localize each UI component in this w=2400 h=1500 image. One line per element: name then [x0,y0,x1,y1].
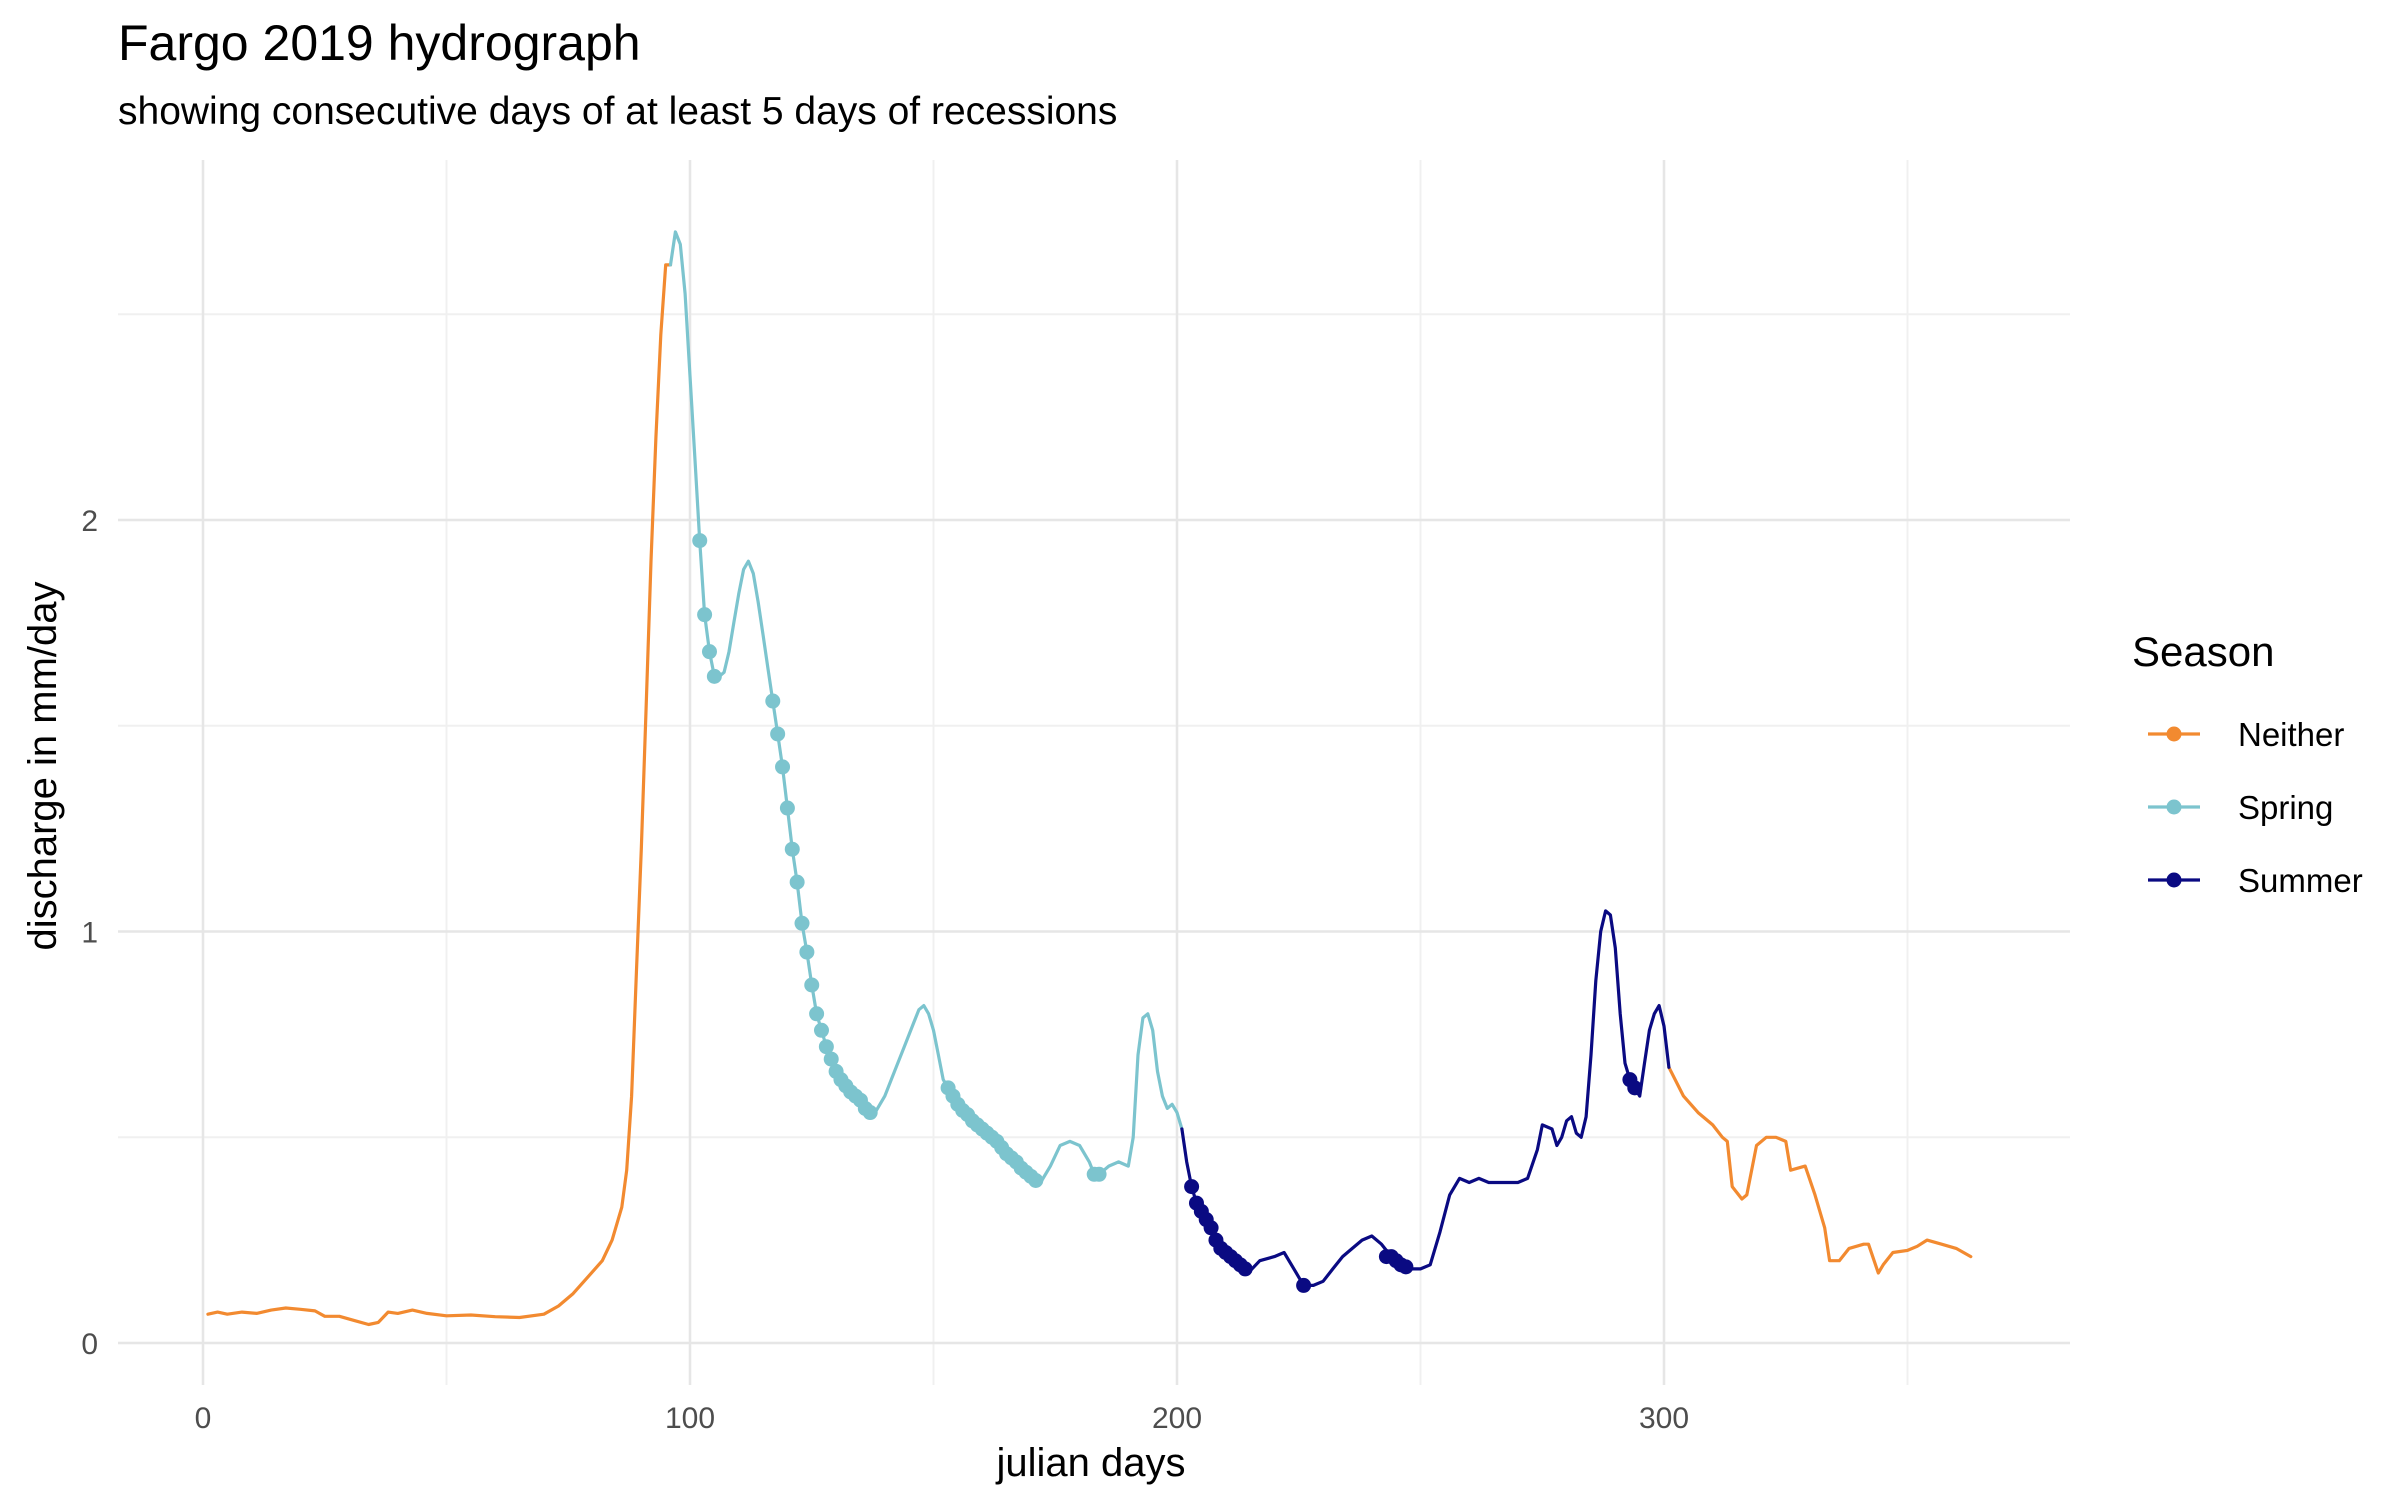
legend-key-point [2166,872,2182,888]
legend-label: Summer [2238,862,2363,899]
point-spring [775,759,791,775]
point-spring [862,1105,878,1121]
series-line-neither [206,263,673,1327]
point-spring [804,977,820,993]
point-spring [799,944,815,960]
x-axis-title: julian days [995,1441,1185,1485]
legend-key-point [2166,799,2182,815]
legend-entry-summer: Summer [2148,862,2363,899]
point-spring [1091,1166,1107,1182]
point-spring [765,693,781,709]
point-spring [697,607,713,623]
point-spring [706,668,722,684]
point-spring [809,1006,825,1022]
point-spring [779,800,795,816]
point-summer [1627,1080,1643,1096]
legend-label: Spring [2238,789,2333,826]
chart-title: Fargo 2019 hydrograph [118,15,641,71]
grid [118,160,2070,1385]
x-tick-label: 100 [665,1402,715,1435]
y-tick-label: 1 [81,917,98,950]
series-line-summer [1180,909,1671,1288]
point-summer [1398,1259,1414,1275]
point-spring [818,1039,834,1055]
series-lines [206,230,1973,1327]
y-tick-label: 0 [81,1328,98,1361]
legend: Season Neither Spring Summer [2132,628,2363,899]
legend-title: Season [2132,628,2274,675]
point-spring [813,1022,829,1038]
point-summer [1237,1261,1253,1277]
point-spring [770,726,786,742]
legend-label: Neither [2238,716,2344,753]
point-spring [784,841,800,857]
chart-subtitle: showing consecutive days of at least 5 d… [118,90,1118,133]
point-spring [692,533,708,549]
point-summer [1203,1220,1219,1236]
point-spring [794,915,810,931]
point-summer [1184,1179,1200,1195]
point-summer [1296,1277,1312,1293]
x-tick-label: 300 [1639,1402,1689,1435]
y-tick-label: 2 [81,505,98,538]
tick-labels: 0 100 200 300 0 1 2 [81,505,1689,1435]
point-spring [1028,1172,1044,1188]
series-line-spring [668,230,1184,1185]
point-spring [789,874,805,890]
recession-points [692,533,1643,1293]
point-spring [701,644,717,660]
y-axis-title: discharge in mm/day [21,581,65,950]
point-spring [823,1051,839,1067]
legend-key-point [2166,726,2182,742]
legend-entry-neither: Neither [2148,716,2344,753]
series-line-neither [1667,1065,1973,1275]
legend-entry-spring: Spring [2148,789,2333,826]
x-tick-label: 0 [195,1402,212,1435]
x-tick-label: 200 [1152,1402,1202,1435]
